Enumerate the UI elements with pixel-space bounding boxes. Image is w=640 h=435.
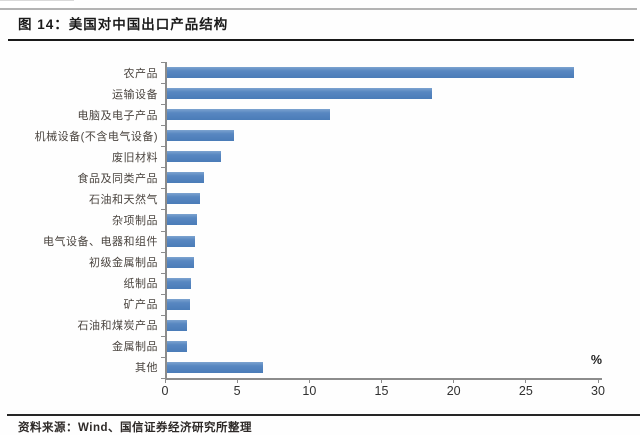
y-tick-mark [161,125,165,127]
y-tick-mark [161,104,165,106]
x-tick-mark [453,379,455,383]
top-divider-line [0,8,637,10]
bar [165,193,200,205]
chart-row: 金属制品 [0,336,610,357]
chart-row: 石油和天然气 [0,188,610,209]
category-label: 其他 [135,362,158,375]
title-underline [8,39,634,41]
y-tick-mark [161,209,165,211]
y-tick-mark [161,314,165,316]
x-tick-mark [308,379,310,383]
chart-row: 矿产品 [0,294,610,315]
category-label: 电气设备、电器和组件 [43,236,158,249]
chart-row: 农产品 [0,62,610,83]
category-label: 金属制品 [112,341,158,354]
bar-chart: 农产品 运输设备 电脑及电子产品 机械设备(不含电气设备) 废旧材料 食品及同类产品 石油和… [0,62,610,378]
category-label: 废旧材料 [112,151,158,164]
x-tick-label: 5 [233,384,241,398]
x-tick-label: 30 [591,384,605,398]
bar [165,109,330,121]
top-left-artifact [0,0,74,7]
chart-row: 电脑及电子产品 [0,104,610,125]
chart-row: 机械设备(不含电气设备) [0,125,610,146]
category-label: 电脑及电子产品 [77,109,158,122]
category-label: 运输设备 [112,88,158,101]
bar [165,214,197,226]
chart-row: 食品及同类产品 [0,167,610,188]
category-label: 初级金属制品 [89,257,158,270]
chart-row: 杂项制品 [0,209,610,230]
figure-title: 图 14：美国对中国出口产品结构 [18,17,229,32]
bar [165,235,196,247]
y-tick-mark [161,230,165,232]
y-tick-mark [161,188,165,190]
source-note: 资料来源：Wind、国信证券经济研究所整理 [18,422,252,434]
x-tick-label: 10 [302,384,317,398]
chart-row: 电气设备、电器和组件 [0,231,610,252]
bar [165,361,264,373]
bar [165,256,194,268]
y-tick-mark [161,251,165,253]
x-tick-mark [525,379,527,383]
x-axis-line [165,377,602,380]
bar [165,319,187,331]
category-label: 矿产品 [123,299,158,312]
category-label: 食品及同类产品 [77,172,158,185]
bar [165,340,187,352]
bar [165,277,191,289]
chart-row: 初级金属制品 [0,252,610,273]
y-tick-mark [161,272,165,274]
y-tick-mark [161,335,165,337]
y-tick-mark [161,356,165,358]
bar [165,172,204,184]
y-tick-mark [161,293,165,295]
x-tick-label: 25 [518,384,533,398]
category-label: 杂项制品 [112,214,158,227]
x-tick-mark [381,379,382,383]
category-label: 纸制品 [123,278,158,291]
x-tick-mark [164,379,166,383]
x-tick-label: 20 [446,384,461,398]
y-tick-mark [161,167,165,169]
x-tick-label: 15 [374,384,389,398]
category-label: 机械设备(不含电气设备) [34,130,158,143]
y-tick-mark [161,146,165,148]
bar [165,151,222,163]
y-tick-mark [161,83,165,85]
y-tick-mark [161,62,165,63]
chart-row: 石油和煤炭产品 [0,315,610,336]
bar [165,298,190,310]
chart-row: 纸制品 [0,273,610,294]
category-label: 农产品 [123,67,158,80]
bar [165,67,574,79]
chart-row: 废旧材料 [0,146,610,167]
x-tick-label: 0 [161,384,169,398]
chart-row: 运输设备 [0,83,610,104]
y-tick-mark [161,378,165,379]
chart-row: 其他 [0,357,610,378]
bar [165,130,235,142]
footer-divider-line [7,414,640,416]
category-label: 石油和天然气 [89,193,158,206]
bar [165,88,432,100]
y-axis-line [165,62,167,378]
unit-label: % [590,353,602,367]
x-tick-mark [236,379,238,383]
category-label: 石油和煤炭产品 [77,320,158,333]
x-tick-mark [597,379,599,383]
